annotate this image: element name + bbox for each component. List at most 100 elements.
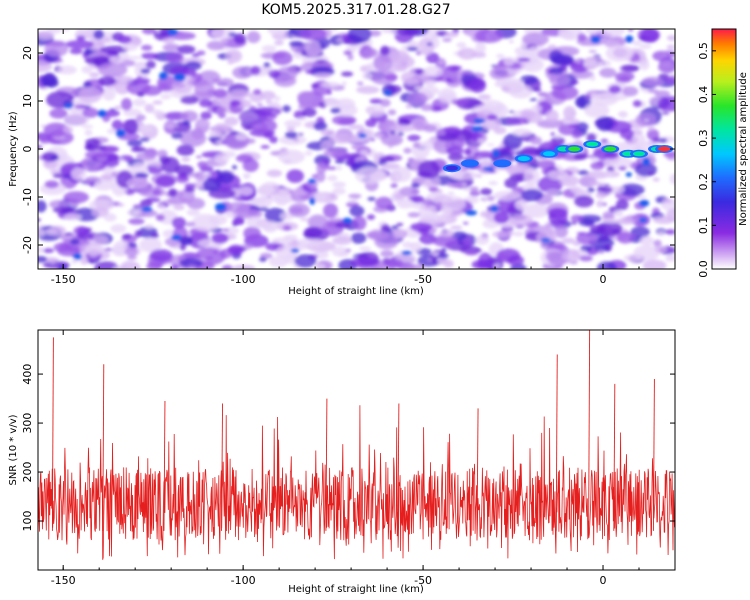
heatmap-noise-cell (76, 35, 86, 41)
heatmap-noise-cell (493, 190, 521, 201)
heatmap-noise-cell (642, 259, 667, 269)
heatmap-noise-cell (579, 255, 593, 262)
heatmap-noise-cell (588, 50, 597, 53)
heatmap-noise-cell (394, 193, 405, 200)
heatmap-noise-cell (179, 258, 204, 268)
heatmap-noise-cell (338, 118, 356, 125)
heatmap-noise-cell (497, 253, 511, 260)
heatmap-noise-cell (228, 32, 237, 37)
heatmap-noise-cell (230, 99, 241, 107)
heatmap-noise-cell (302, 107, 317, 117)
heatmap-noise-cell (250, 118, 278, 134)
heatmap-ridge-point (445, 165, 458, 171)
snr-peak (325, 398, 328, 531)
heatmap-noise-cell (571, 129, 582, 139)
heatmap-noise-cell (445, 65, 463, 71)
heatmap-noise-cell (665, 229, 675, 235)
heatmap-noise-cell (671, 88, 675, 92)
heatmap-noise-cell (95, 246, 103, 251)
heatmap-noise-cell (361, 72, 373, 80)
heatmap-noise-cell (627, 29, 634, 32)
heatmap-noise-cell (486, 143, 495, 147)
heatmap-noise-cell (595, 191, 607, 199)
heatmap-noise-cell (238, 111, 259, 123)
heatmap-noise-cell (214, 203, 227, 211)
heatmap-noise-cell (396, 198, 414, 209)
heatmap-noise-cell (38, 31, 55, 40)
heatmap-noise-cell (590, 92, 605, 99)
heatmap-noise-cell (389, 124, 416, 132)
heatmap-noise-cell (348, 124, 365, 130)
heatmap-noise-cell (563, 105, 577, 121)
heatmap-noise-cell (481, 197, 488, 202)
heatmap-noise-cell (200, 111, 212, 120)
heatmap-noise-cell (63, 191, 89, 204)
heatmap-noise-cell (213, 88, 228, 99)
heatmap-noise-cell (403, 147, 412, 154)
snr-x-tick-label: 0 (600, 574, 607, 587)
heatmap-noise-cell (407, 134, 421, 142)
heatmap-noise-cell (47, 29, 62, 34)
heatmap-noise-cell (614, 71, 635, 82)
heatmap-noise-cell (141, 29, 157, 35)
heatmap-noise-cell (424, 79, 437, 87)
heatmap-noise-cell (368, 233, 385, 239)
heatmap-noise-cell (110, 224, 127, 233)
heatmap-noise-cell (103, 213, 117, 222)
heatmap-y-tick-label: 20 (21, 46, 34, 60)
heatmap-noise-cell (155, 214, 165, 221)
heatmap-noise-cell (62, 29, 70, 32)
heatmap-noise-cell (331, 246, 348, 257)
snr-y-tick-label: 300 (21, 413, 34, 434)
heatmap-noise-cell (205, 256, 214, 260)
heatmap-noise-cell (432, 252, 439, 257)
heatmap-noise-cell (489, 67, 509, 80)
heatmap-noise-cell (451, 231, 467, 240)
heatmap-noise-cell (410, 241, 422, 253)
heatmap-noise-cell (641, 76, 665, 87)
heatmap-noise-cell (196, 50, 206, 56)
heatmap-noise-cell (380, 162, 401, 170)
heatmap-noise-cell (185, 221, 196, 227)
heatmap-noise-cell (275, 245, 299, 259)
heatmap-noise-cell (120, 98, 133, 111)
heatmap-noise-cell (657, 62, 675, 73)
heatmap-noise-cell (261, 195, 268, 202)
heatmap-noise-cell (530, 136, 542, 145)
heatmap-noise-cell (38, 246, 45, 254)
heatmap-noise-cell (89, 72, 100, 78)
heatmap-noise-cell (488, 181, 499, 186)
heatmap-noise-cell (612, 185, 625, 194)
heatmap-noise-cell (616, 231, 634, 244)
heatmap-noise-cell (515, 150, 525, 156)
heatmap-noise-cell (471, 126, 483, 132)
colorbar-ticks: 0.0 0.1 0.2 0.3 0.4 0.5 (697, 42, 716, 278)
heatmap-noise-cell (596, 261, 617, 269)
heatmap-noise-cell (221, 264, 233, 269)
heatmap-noise-cell (639, 217, 647, 223)
heatmap-noise-cell (277, 188, 291, 193)
heatmap-noise-cell (437, 60, 446, 64)
heatmap-noise-cell (570, 214, 584, 223)
heatmap-noise-cell (208, 136, 221, 141)
heatmap-noise-cell (166, 51, 184, 64)
heatmap-noise-cell (495, 77, 524, 87)
heatmap-noise-cell (590, 161, 605, 171)
heatmap-noise-cell (64, 232, 74, 236)
heatmap-noise-cell (272, 50, 293, 66)
heatmap-noise-cell (509, 84, 533, 99)
heatmap-noise-cell (442, 37, 452, 42)
snr-peak (102, 364, 105, 531)
heatmap-noise-cell (368, 29, 382, 37)
heatmap-noise-cell (427, 258, 433, 262)
heatmap-noise-cell (268, 256, 289, 268)
heatmap-noise-cell (84, 150, 110, 159)
heatmap-noise-cell (446, 181, 465, 188)
snr-y-label: SNR (10 * v/v) (8, 414, 19, 485)
heatmap-noise-cell (286, 126, 296, 132)
snr-peak (51, 337, 54, 531)
heatmap-noise-cell (233, 216, 245, 225)
heatmap-noise-cell (574, 195, 594, 208)
heatmap-noise-cell (477, 137, 484, 143)
heatmap-noise-cell (152, 109, 162, 116)
